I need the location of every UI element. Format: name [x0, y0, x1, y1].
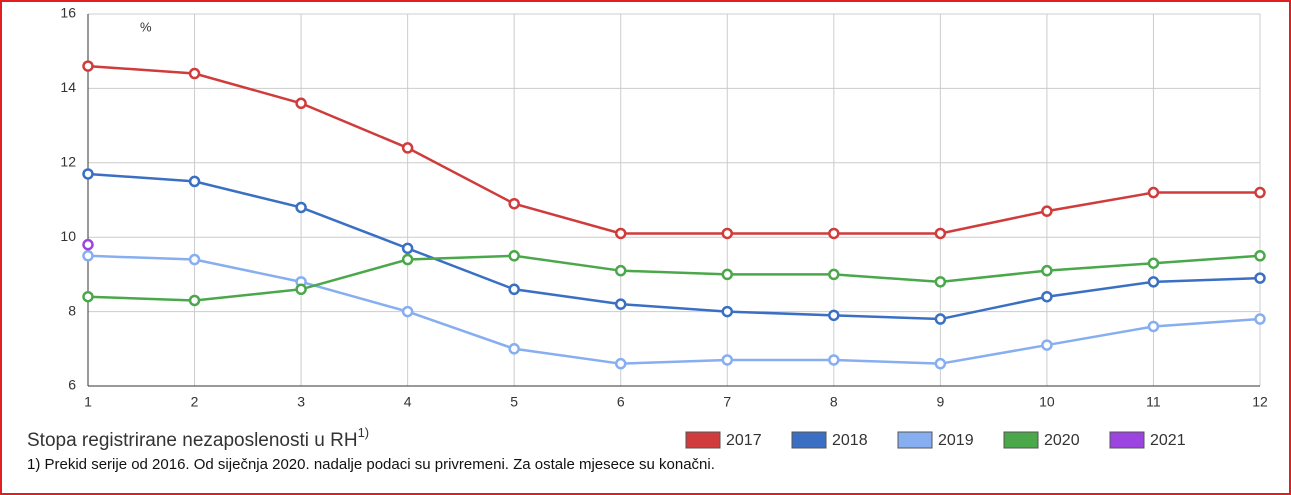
point: [1147, 320, 1160, 333]
point: [508, 197, 520, 210]
x-tick-label: 11: [1146, 394, 1161, 410]
x-tick-label: 10: [1039, 394, 1055, 410]
point: [934, 227, 947, 240]
point: [295, 201, 307, 214]
point: [401, 253, 414, 266]
legend-swatch: [791, 431, 827, 449]
point: [188, 67, 201, 80]
point: [934, 276, 947, 288]
legend-label: 2018: [832, 432, 868, 449]
y-tick-label: 14: [60, 79, 76, 95]
point: [1147, 186, 1160, 199]
point: [1254, 186, 1266, 199]
point: [614, 264, 627, 277]
x-tick-label: 7: [723, 394, 731, 410]
point: [1041, 205, 1053, 217]
point: [1254, 250, 1266, 262]
point: [82, 60, 94, 72]
point: [82, 250, 94, 262]
point: [828, 354, 840, 366]
x-tick-label: 4: [404, 394, 412, 410]
point: [1041, 264, 1053, 277]
unit-label: %: [140, 19, 152, 34]
title-sup: 1): [358, 425, 370, 440]
chart-title: Stopa registrirane nezaposlenosti u RH1): [27, 425, 369, 451]
title-text: Stopa registrirane nezaposlenosti u RH: [27, 430, 358, 451]
point: [828, 268, 840, 281]
series-line: [87, 254, 1261, 302]
legend-label: 2017: [726, 432, 762, 449]
point: [934, 313, 947, 325]
point: [1254, 272, 1266, 284]
x-tick-label: 2: [191, 394, 199, 410]
point: [614, 357, 627, 370]
point: [1147, 257, 1160, 269]
x-tick-label: 5: [510, 394, 518, 410]
legend-label: 2020: [1044, 432, 1080, 449]
point: [508, 283, 520, 296]
point: [401, 305, 414, 318]
x-tick-label: 9: [936, 394, 944, 410]
point: [82, 168, 94, 180]
point: [1254, 313, 1266, 325]
point: [828, 227, 840, 240]
point: [508, 343, 520, 355]
x-tick-label: 1: [84, 394, 92, 410]
point: [295, 283, 307, 296]
series-line: [87, 172, 1261, 321]
y-tick-label: 8: [68, 302, 76, 318]
point: [1147, 276, 1160, 288]
point: [721, 268, 734, 281]
point: [188, 253, 201, 266]
x-tick-label: 6: [617, 394, 625, 410]
point: [401, 242, 414, 255]
point: [295, 97, 307, 110]
series-line: [87, 64, 1260, 235]
x-tick-label: 3: [297, 394, 305, 410]
point: [82, 290, 94, 303]
legend-swatch: [1003, 431, 1039, 449]
x-tick-label: 12: [1252, 394, 1268, 410]
point: [721, 354, 734, 366]
point: [188, 175, 201, 188]
point: [188, 294, 201, 307]
legend-swatch: [897, 431, 933, 449]
x-tick-label: 8: [830, 394, 838, 410]
y-tick-label: 12: [60, 154, 76, 170]
point: [934, 357, 947, 370]
legend-swatch: [1109, 431, 1145, 449]
legend-label: 2021: [1150, 432, 1186, 449]
point: [721, 305, 734, 318]
point: [614, 227, 627, 240]
footnote: 1) Prekid serije od 2016. Od siječnja 20…: [27, 456, 715, 473]
legend-label: 2019: [938, 432, 974, 449]
y-tick-label: 6: [68, 377, 76, 393]
point: [1041, 290, 1053, 303]
point: [614, 298, 627, 310]
point: [1041, 339, 1053, 351]
legend-swatch: [685, 431, 721, 449]
point: [508, 250, 520, 262]
point: [721, 227, 734, 240]
point: [82, 238, 94, 251]
y-tick-label: 10: [60, 228, 76, 244]
point: [828, 309, 840, 322]
point: [401, 142, 414, 154]
y-tick-label: 16: [60, 5, 76, 21]
series-line: [87, 254, 1261, 365]
